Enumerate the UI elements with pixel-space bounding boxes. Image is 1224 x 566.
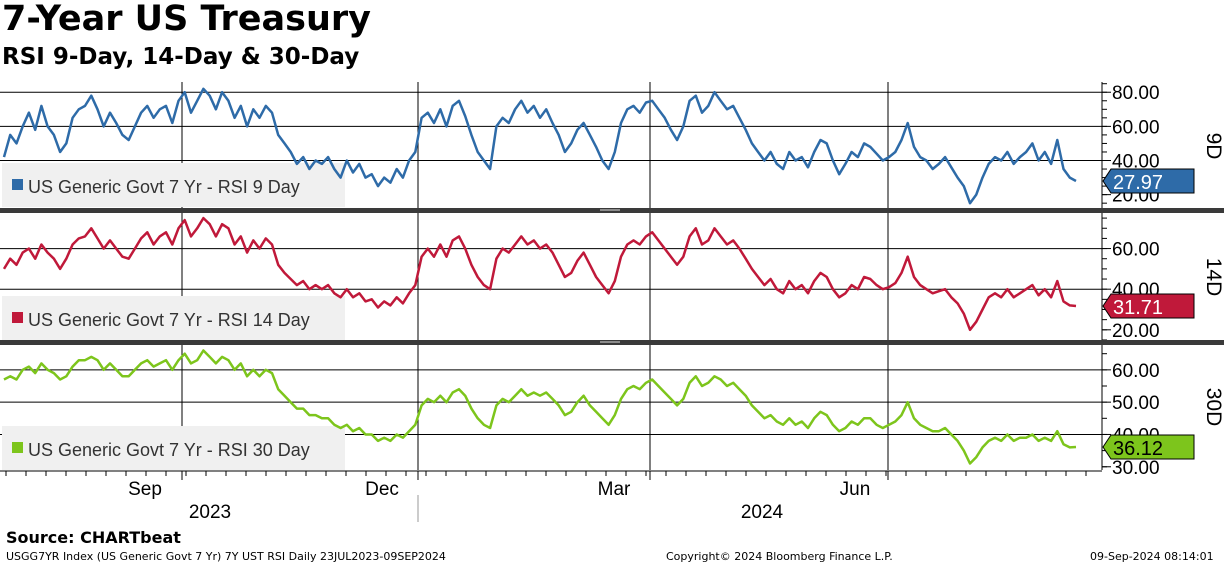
y-tick-label: 60.00	[1112, 117, 1160, 138]
last-value-tag	[1102, 293, 1195, 319]
y-tick-label: 80.00	[1112, 83, 1160, 104]
timestamp: 09-Sep-2024 08:14:01	[1090, 550, 1214, 563]
y-tick-label: 30.00	[1112, 458, 1160, 479]
y-tick-label: 40.00	[1112, 152, 1160, 173]
series-line	[2, 87, 1077, 205]
y-tick-label: 60.00	[1112, 361, 1160, 382]
legend-box	[2, 163, 345, 207]
last-value-label: 31.71	[1113, 297, 1163, 319]
source-note: Source: CHARTbeat	[6, 528, 181, 547]
panel-label: 30D	[1202, 388, 1224, 427]
last-value-tag	[1102, 434, 1195, 460]
x-year-label: 2023	[189, 502, 231, 523]
series-line	[2, 216, 1077, 332]
x-tick-label: Dec	[365, 479, 399, 500]
x-year-label: 2024	[741, 502, 784, 523]
last-value-tag	[1102, 168, 1195, 194]
legend-box	[2, 296, 345, 340]
legend-label: US Generic Govt 7 Yr - RSI 9 Day	[28, 177, 300, 197]
chart-title: 7-Year US Treasury	[2, 0, 371, 39]
last-value-label: 27.97	[1113, 172, 1163, 194]
x-tick-label: Jun	[840, 479, 871, 500]
panel-label: 9D	[1202, 133, 1224, 160]
chart-subtitle: RSI 9-Day, 14-Day & 30-Day	[2, 44, 360, 70]
series-line	[3, 349, 1077, 465]
x-tick-label: Sep	[128, 479, 162, 500]
copyright-note: Copyright© 2024 Bloomberg Finance L.P.	[666, 550, 893, 563]
last-value-label: 36.12	[1113, 438, 1163, 460]
legend-swatch	[12, 312, 23, 323]
legend-swatch	[12, 442, 23, 453]
y-tick-label: 50.00	[1112, 393, 1160, 414]
legend-label: US Generic Govt 7 Yr - RSI 14 Day	[28, 310, 310, 330]
legend-box	[2, 426, 345, 470]
legend-label: US Generic Govt 7 Yr - RSI 30 Day	[28, 440, 310, 460]
legend-swatch	[12, 179, 23, 190]
panel-label: 14D	[1202, 258, 1224, 297]
index-info: USGG7YR Index (US Generic Govt 7 Yr) 7Y …	[6, 550, 446, 563]
y-tick-label: 60.00	[1112, 240, 1160, 261]
x-tick-label: Mar	[598, 479, 631, 500]
y-tick-label: 20.00	[1112, 321, 1160, 342]
